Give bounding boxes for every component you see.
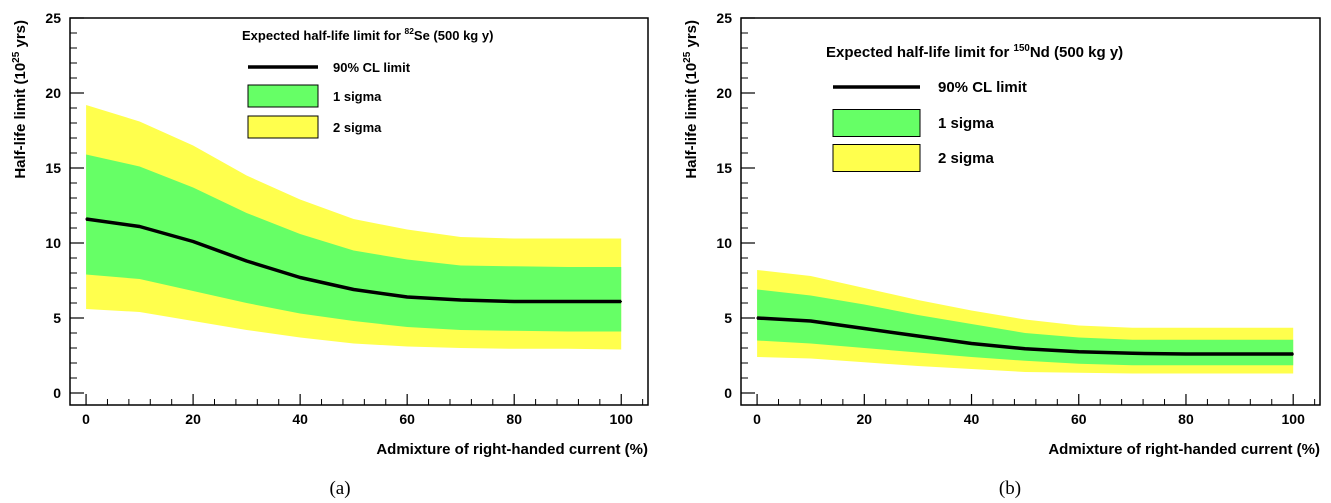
cl-limit-point bbox=[1024, 347, 1026, 350]
cl-limit-point bbox=[1238, 353, 1241, 355]
legend-one-sigma-swatch bbox=[247, 84, 319, 108]
y-axis-label: Half-life limit (1025 yrs) bbox=[11, 20, 29, 179]
x-tick-label: 0 bbox=[753, 411, 761, 427]
cl-limit-point bbox=[756, 317, 758, 319]
legend-one-sigma-swatch bbox=[832, 109, 921, 137]
y-tick-label: 25 bbox=[716, 10, 732, 26]
cl-limit-point bbox=[620, 300, 623, 303]
y-tick-label: 20 bbox=[45, 85, 61, 101]
legend-two-sigma-swatch bbox=[832, 144, 921, 172]
x-tick-label: 0 bbox=[82, 411, 90, 427]
y-tick-label: 15 bbox=[716, 160, 732, 176]
y-tick-label: 0 bbox=[724, 385, 732, 401]
legend-label: 1 sigma bbox=[333, 89, 382, 104]
one-sigma-band bbox=[86, 154, 622, 332]
cl-limit-point bbox=[406, 296, 408, 298]
y-tick-label: 5 bbox=[724, 310, 732, 326]
cl-limit-point bbox=[1131, 352, 1134, 355]
x-tick-label: 80 bbox=[1178, 411, 1194, 427]
chart-panel-a: 0 20 40 60 80 100 0 5 10 15 20 25 Admixture of right… bbox=[11, 10, 649, 499]
cl-limit-point bbox=[566, 300, 569, 303]
plot-frame bbox=[740, 17, 1321, 406]
cl-limit-point bbox=[970, 342, 973, 345]
chart-panel-b: 0 20 40 60 80 100 0 5 10 15 20 25 Admixture of right… bbox=[682, 10, 1321, 499]
x-axis-label: Admixture of right-handed current (%) bbox=[376, 441, 648, 458]
y-tick-label: 10 bbox=[45, 235, 61, 251]
x-axis-label: Admixture of right-handed current (%) bbox=[1048, 441, 1320, 458]
legend-label: 90% CL limit bbox=[333, 60, 411, 75]
legend-label: 2 sigma bbox=[938, 150, 995, 167]
cl-limit-point bbox=[299, 276, 301, 279]
y-tick-label: 25 bbox=[45, 10, 61, 26]
y-tick-label: 20 bbox=[716, 85, 732, 101]
plot-frame bbox=[69, 17, 649, 406]
cl-limit-point bbox=[513, 300, 516, 303]
x-tick-label: 40 bbox=[964, 411, 980, 427]
legend-title: Expected half-life limit for 150Nd (500 … bbox=[826, 43, 1123, 61]
x-tick-label: 100 bbox=[610, 411, 634, 427]
cl-limit-point bbox=[85, 218, 87, 220]
x-tick-label: 20 bbox=[185, 411, 201, 427]
legend: Expected half-life limit for 82Se (500 k… bbox=[242, 26, 493, 139]
cl-limit-point bbox=[1292, 353, 1294, 355]
x-tick-label: 60 bbox=[1071, 411, 1087, 427]
legend: Expected half-life limit for 150Nd (500 … bbox=[826, 43, 1123, 172]
x-tick-label: 60 bbox=[399, 411, 415, 427]
cl-limit-point bbox=[192, 240, 194, 243]
y-tick-label: 0 bbox=[53, 385, 61, 401]
legend-title: Expected half-life limit for 82Se (500 k… bbox=[242, 26, 493, 43]
cl-limit-point bbox=[917, 335, 919, 337]
y-tick-label: 10 bbox=[716, 235, 732, 251]
cl-limit-point bbox=[863, 327, 866, 330]
cl-limit-point bbox=[245, 260, 248, 262]
x-tick-label: 100 bbox=[1282, 411, 1306, 427]
cl-limit-point bbox=[459, 299, 462, 301]
x-tick-label: 20 bbox=[857, 411, 873, 427]
y-tick-label: 15 bbox=[45, 160, 61, 176]
one-sigma-band bbox=[757, 289, 1294, 366]
legend-label: 90% CL limit bbox=[938, 79, 1027, 96]
y-tick-label: 5 bbox=[53, 310, 61, 326]
panel-caption: (b) bbox=[999, 478, 1021, 499]
panel-caption: (a) bbox=[329, 478, 350, 499]
cl-limit-point bbox=[809, 320, 812, 322]
y-axis-label: Half-life limit (1025 yrs) bbox=[682, 20, 700, 179]
cl-limit-point bbox=[1077, 350, 1080, 353]
cl-limit-point bbox=[138, 225, 141, 228]
x-tick-label: 80 bbox=[506, 411, 522, 427]
cl-limit-point bbox=[1185, 353, 1187, 355]
legend-two-sigma-swatch bbox=[247, 115, 319, 139]
legend-label: 2 sigma bbox=[333, 120, 382, 135]
legend-label: 1 sigma bbox=[938, 115, 995, 132]
cl-limit-point bbox=[352, 288, 355, 291]
x-tick-label: 40 bbox=[292, 411, 308, 427]
